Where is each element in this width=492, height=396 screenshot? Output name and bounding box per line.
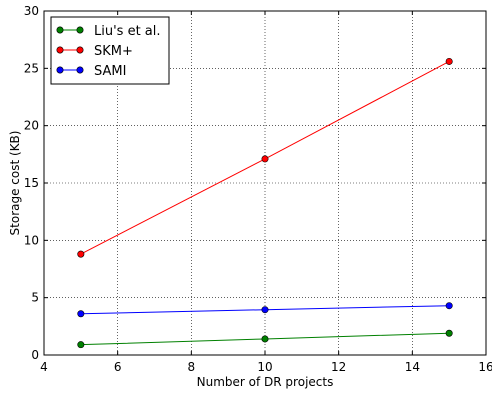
legend-label: Liu's et al. bbox=[94, 24, 161, 39]
series-layer bbox=[77, 57, 453, 349]
data-point bbox=[445, 57, 453, 65]
y-tick-label: 15 bbox=[24, 176, 39, 190]
x-tick-label: 10 bbox=[257, 360, 272, 374]
x-tick-label: 12 bbox=[331, 360, 346, 374]
x-tick-label: 6 bbox=[114, 360, 122, 374]
y-tick-label: 30 bbox=[24, 4, 39, 18]
legend-label: SKM+ bbox=[94, 44, 133, 59]
series-0 bbox=[77, 329, 453, 349]
data-point bbox=[445, 329, 453, 337]
series-2 bbox=[77, 302, 453, 318]
series-1 bbox=[77, 57, 453, 258]
legend-entry: SAMI bbox=[56, 64, 126, 79]
legend-entry: Liu's et al. bbox=[56, 24, 161, 39]
data-point bbox=[77, 341, 85, 349]
legend-marker bbox=[76, 26, 84, 34]
data-point bbox=[261, 335, 269, 343]
axis-ticks: 4 6 8 10 12 14 16 0 5 10 15 20 25 30 bbox=[24, 4, 492, 374]
data-point bbox=[261, 306, 269, 314]
legend-marker bbox=[56, 66, 64, 74]
y-tick-label: 0 bbox=[31, 348, 39, 362]
y-axis-label: Storage cost (KB) bbox=[8, 131, 22, 236]
y-tick-label: 20 bbox=[24, 119, 39, 133]
data-point bbox=[77, 310, 85, 318]
x-tick-label: 16 bbox=[478, 360, 492, 374]
legend-label: SAMI bbox=[94, 64, 126, 79]
legend-marker bbox=[76, 66, 84, 74]
legend-marker bbox=[56, 46, 64, 54]
y-tick-label: 25 bbox=[24, 61, 39, 75]
x-tick-label: 8 bbox=[188, 360, 196, 374]
legend: Liu's et al. SKM+ SAMI bbox=[50, 16, 170, 85]
legend-entry: SKM+ bbox=[56, 44, 133, 59]
data-point bbox=[261, 155, 269, 163]
y-tick-label: 10 bbox=[24, 233, 39, 247]
x-tick-label: 4 bbox=[40, 360, 48, 374]
legend-marker bbox=[56, 26, 64, 34]
x-axis-label: Number of DR projects bbox=[197, 375, 334, 389]
x-tick-label: 14 bbox=[405, 360, 420, 374]
y-tick-label: 5 bbox=[31, 291, 39, 305]
legend-marker bbox=[76, 46, 84, 54]
data-point bbox=[445, 302, 453, 310]
data-point bbox=[77, 250, 85, 258]
